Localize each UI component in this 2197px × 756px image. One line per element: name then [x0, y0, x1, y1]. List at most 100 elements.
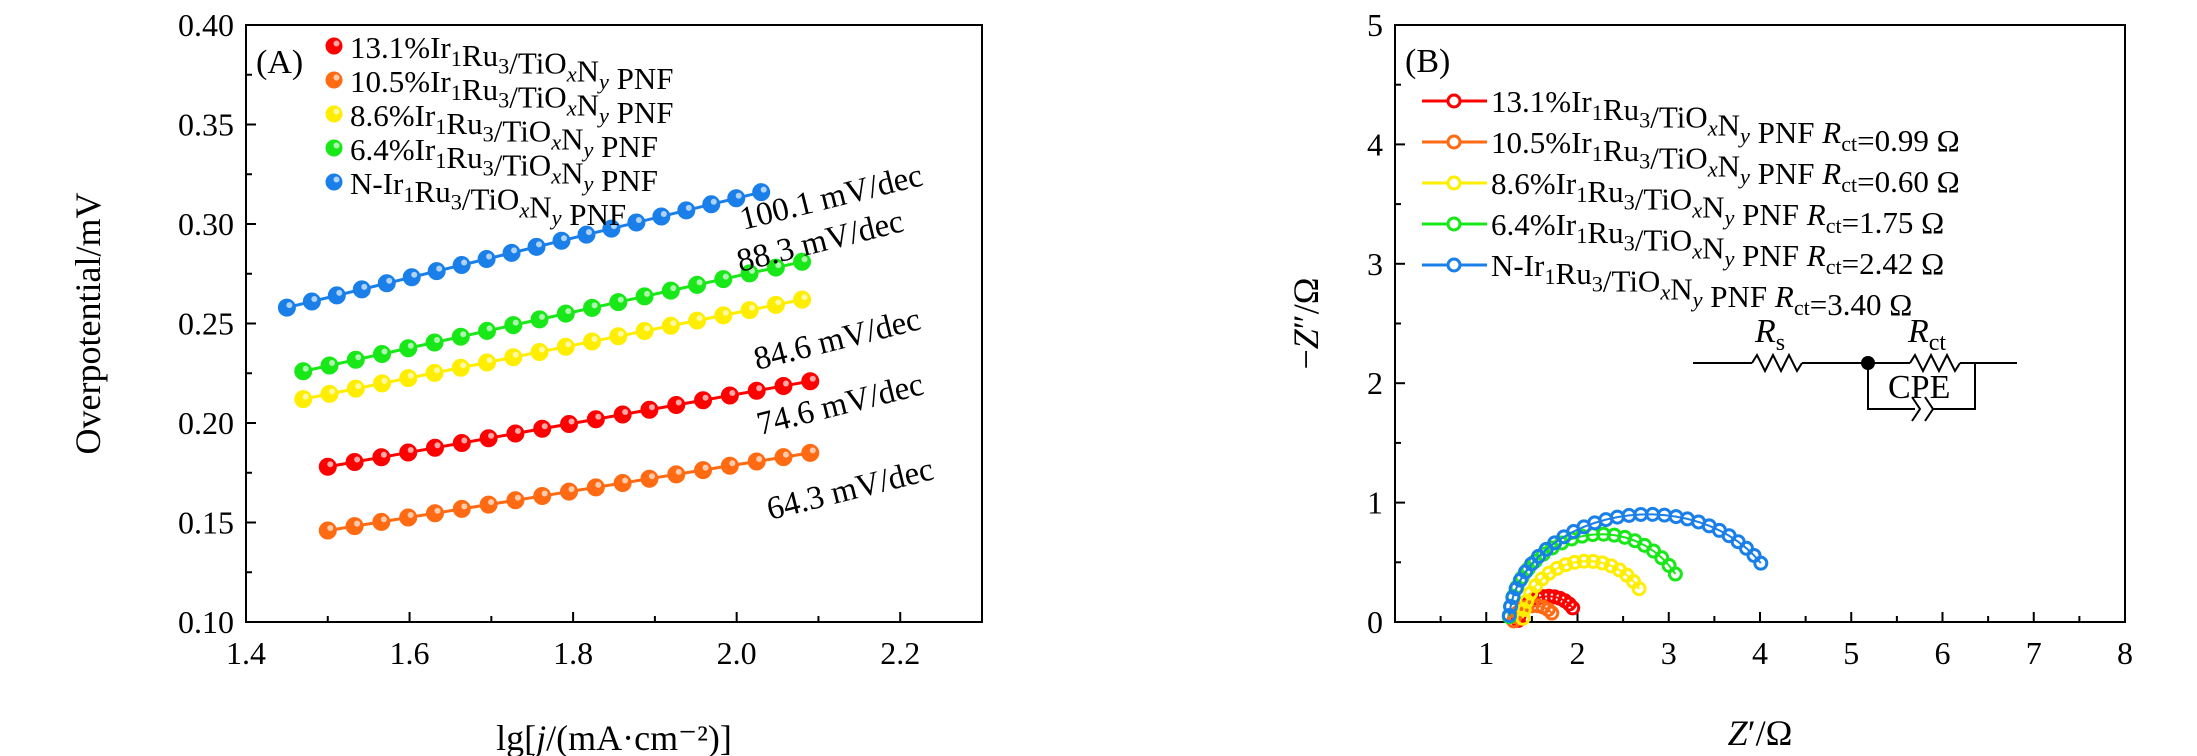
- data-point: [427, 262, 446, 281]
- cpe-symbol: [1924, 396, 1935, 422]
- wire: [1867, 363, 1915, 410]
- data-point: [747, 381, 766, 400]
- data-point-highlight: [775, 262, 782, 269]
- x-tick-label: 6: [1935, 635, 1951, 671]
- data-point-highlight: [355, 383, 362, 390]
- y-tick-label: 4: [1367, 126, 1383, 162]
- data-point: [452, 499, 471, 518]
- data-point: [451, 327, 470, 346]
- data-point-highlight: [514, 494, 521, 501]
- data-point: [373, 344, 392, 363]
- legend-marker: [1446, 216, 1462, 232]
- data-point: [318, 457, 337, 476]
- x-tick-label: 1.8: [553, 635, 593, 671]
- data-point-highlight: [407, 447, 414, 454]
- data-point-highlight: [722, 309, 729, 316]
- cpe-symbol: [1911, 396, 1922, 422]
- data-point-highlight: [514, 428, 521, 435]
- data-point: [635, 322, 654, 341]
- data-point: [793, 290, 812, 309]
- data-point: [1519, 593, 1535, 609]
- y-tick-label: 2: [1367, 365, 1383, 401]
- series-blue: N-Ir1Ru3/TiOxNy PNF Rct=3.40 Ω: [1422, 248, 1912, 623]
- data-point-highlight: [760, 186, 767, 193]
- data-point: [801, 372, 820, 391]
- data-point: [346, 379, 365, 398]
- legend-marker-highlight: [333, 142, 340, 149]
- data-point: [320, 356, 339, 375]
- data-point: [1667, 566, 1683, 582]
- data-point: [372, 448, 391, 467]
- data-point-highlight: [801, 294, 808, 301]
- data-point-highlight: [361, 283, 368, 290]
- data-point: [1565, 600, 1581, 616]
- legend-label: 8.6%Ir1Ru3/TiOxNy PNF Rct=1.75 Ω: [1491, 166, 1944, 240]
- data-point: [667, 465, 686, 484]
- data-point: [766, 295, 785, 314]
- data-point: [801, 443, 820, 462]
- data-point-highlight: [461, 437, 468, 444]
- data-point-highlight: [644, 290, 651, 297]
- data-point-highlight: [729, 389, 736, 396]
- data-point: [402, 268, 421, 287]
- data-point: [530, 310, 549, 329]
- resistor-rct: [1909, 352, 1961, 374]
- data-point-highlight: [635, 217, 642, 224]
- legend-marker: [325, 105, 343, 123]
- data-point: [609, 293, 628, 312]
- x-tick-label: 2: [1570, 635, 1586, 671]
- data-point-highlight: [617, 296, 624, 303]
- data-point-highlight: [622, 408, 629, 415]
- data-point: [774, 376, 793, 395]
- y-tick-label: 3: [1367, 246, 1383, 282]
- data-point-highlight: [302, 393, 309, 400]
- data-point: [478, 321, 497, 340]
- data-point: [609, 327, 628, 346]
- x-tick-label: 5: [1843, 635, 1859, 671]
- data-point: [552, 231, 571, 250]
- legend-marker: [1446, 93, 1462, 109]
- data-point-highlight: [670, 285, 677, 292]
- data-point: [327, 286, 346, 305]
- data-point: [1654, 550, 1670, 566]
- data-point: [714, 270, 733, 289]
- panel-b-nyquist-plot: 1 2 3 4 5 6 7 8 0 1 2 3 4 5 Z′/Ω −Z″/Ω (B) 13.1%Ir1Ru3/Ti…: [1286, 7, 2133, 753]
- x-tick-label: 8: [2117, 635, 2133, 671]
- legend-marker: [325, 37, 343, 55]
- data-point-highlight: [354, 456, 361, 463]
- data-point-highlight: [461, 259, 468, 266]
- data-point-highlight: [539, 313, 546, 320]
- data-point-highlight: [756, 385, 763, 392]
- data-point: [688, 311, 707, 330]
- data-point: [345, 517, 364, 536]
- legend-marker-highlight: [333, 74, 340, 81]
- data-point: [277, 298, 296, 317]
- resistor-rs: [1751, 352, 1803, 374]
- y-tick-label: 0: [1367, 604, 1383, 640]
- data-point: [479, 495, 498, 514]
- data-point-highlight: [610, 223, 617, 230]
- data-point: [1515, 610, 1531, 626]
- data-point-highlight: [407, 512, 414, 519]
- legend-label: 13.1%Ir1Ru3/TiOxNy PNF Rct=0.99 Ω: [1491, 84, 1960, 158]
- legend-marker: [1446, 257, 1462, 273]
- data-point: [774, 448, 793, 467]
- x-axis-title: Z′/Ω: [1728, 713, 1793, 753]
- x-tick-label: 2.2: [880, 635, 920, 671]
- data-point-highlight: [407, 372, 414, 379]
- legend-marker: [1446, 134, 1462, 150]
- y-tick-label: 5: [1367, 7, 1383, 43]
- data-point: [1631, 581, 1647, 597]
- data-point-highlight: [735, 192, 742, 199]
- data-point-highlight: [461, 503, 468, 510]
- legend-label: N-Ir1Ru3/TiOxNy PNF: [350, 166, 626, 232]
- data-point: [302, 292, 321, 311]
- y-tick-label: 0.25: [178, 306, 234, 342]
- data-point-highlight: [648, 473, 655, 480]
- data-point-highlight: [670, 320, 677, 327]
- data-point: [613, 474, 632, 493]
- data-point-highlight: [595, 481, 602, 488]
- data-point-highlight: [696, 315, 703, 322]
- data-point-highlight: [380, 516, 387, 523]
- data-point-highlight: [512, 319, 519, 326]
